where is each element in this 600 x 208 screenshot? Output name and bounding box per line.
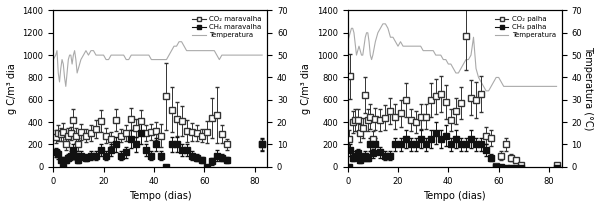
Y-axis label: g C/m³ dia: g C/m³ dia: [301, 63, 311, 114]
Y-axis label: g C/m³ dia: g C/m³ dia: [7, 63, 17, 114]
Y-axis label: Temperatura (°C): Temperatura (°C): [583, 46, 593, 131]
X-axis label: Tempo (dias): Tempo (dias): [129, 191, 191, 201]
Legend: CO₂ palha, CH₄ palha, Temperatura: CO₂ palha, CH₄ palha, Temperatura: [493, 14, 558, 40]
Legend: CO₂ maravalha, CH₄ maravalha, Temperatura: CO₂ maravalha, CH₄ maravalha, Temperatur…: [190, 14, 263, 40]
X-axis label: Tempo (dias): Tempo (dias): [424, 191, 486, 201]
